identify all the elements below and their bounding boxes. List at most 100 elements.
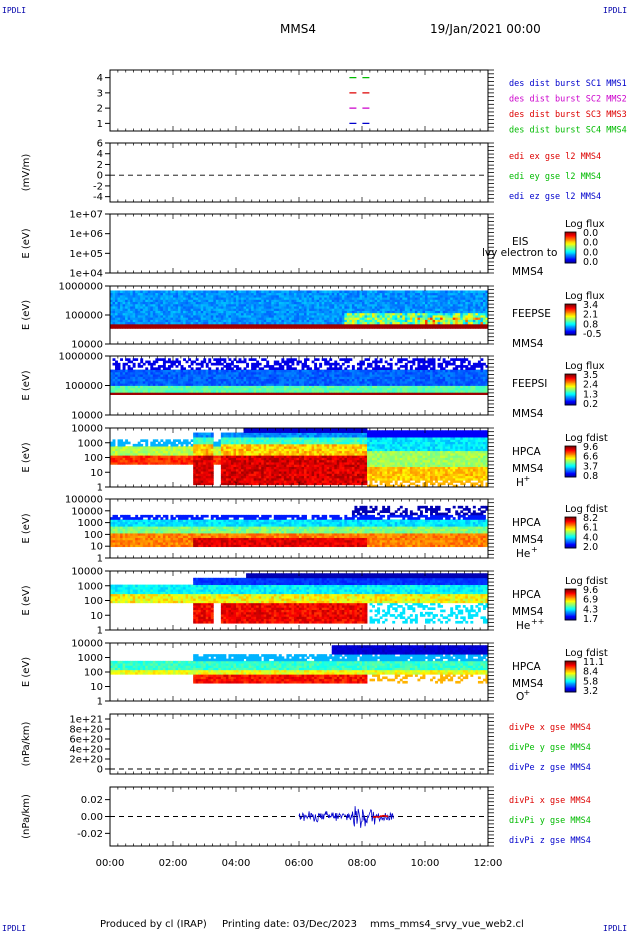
spectrogram-cell <box>193 319 197 323</box>
y-tick-label: 100000 <box>65 311 103 322</box>
spectrogram-cell <box>170 323 174 327</box>
spectrogram-cell <box>218 376 222 380</box>
spectrogram-cell <box>198 369 202 373</box>
spectrogram-cell <box>422 358 426 361</box>
spectrogram-cell <box>430 376 433 380</box>
spectrogram-cell <box>185 371 189 375</box>
spectrogram-cell <box>407 392 411 395</box>
spectrogram-cell <box>218 371 222 375</box>
spectrogram-cell <box>140 383 144 386</box>
spectrogram-cell <box>278 374 282 377</box>
spectrogram-cell <box>379 383 383 386</box>
spectrogram-cell <box>125 392 129 395</box>
spectrogram-cell <box>422 323 426 327</box>
spectrogram-cell <box>402 297 406 300</box>
spectrogram-cell <box>218 297 222 300</box>
spectrogram-cell <box>326 299 330 303</box>
spectrogram-cell <box>190 310 194 314</box>
spectrogram-cell <box>125 358 129 361</box>
spectrogram-cell <box>190 380 194 384</box>
spectrogram-cell <box>326 323 330 327</box>
spectrogram-cell <box>427 362 431 366</box>
spectrogram-cell <box>203 383 207 386</box>
spectrogram-cell <box>238 303 242 307</box>
spectrogram-cell <box>404 383 408 386</box>
spectrogram-cell <box>243 387 247 391</box>
spectrogram-cell <box>440 294 444 298</box>
spectrogram-cell <box>145 371 149 375</box>
spectrogram-cell <box>110 297 113 300</box>
spectrogram-cell <box>377 374 381 377</box>
spectrogram-cell <box>384 360 388 364</box>
spectrogram-cell <box>288 367 292 371</box>
spectrogram-cell <box>336 369 340 373</box>
spectrogram-cell <box>314 294 318 298</box>
spectrogram-cell <box>193 310 197 314</box>
spectrogram-cell <box>430 299 433 303</box>
spectrogram-cell <box>130 374 134 377</box>
spectrogram-cell <box>165 378 169 382</box>
spectrogram-cell <box>414 369 418 373</box>
spectrogram-cell <box>248 323 252 327</box>
spectrogram-cell <box>364 319 368 323</box>
spectrogram-cell <box>193 387 197 391</box>
spectrogram-cell <box>412 290 416 294</box>
spectrogram-cell <box>362 360 365 364</box>
spectrogram-cell <box>268 315 272 318</box>
spectrogram-cell <box>276 392 280 395</box>
spectrogram-cell <box>167 308 171 311</box>
spectrogram-cell <box>435 297 438 300</box>
spectrogram-cell <box>213 297 217 300</box>
spectrogram-cell <box>397 358 401 361</box>
spectrogram-cell <box>425 369 428 373</box>
spectrogram-cell <box>193 385 197 389</box>
spectrogram-cell <box>351 310 355 314</box>
spectrogram-cell <box>339 308 343 311</box>
spectrogram-cell <box>430 378 433 382</box>
spectrogram-cell <box>480 299 484 303</box>
spectrogram-cell <box>304 306 307 309</box>
spectrogram-cell <box>387 299 391 303</box>
spectrogram-cell <box>379 376 383 380</box>
spectrogram-cell <box>440 321 444 325</box>
spectrogram-cell <box>170 371 174 375</box>
spectrogram-cell <box>193 371 197 375</box>
spectrogram-cell <box>193 360 197 364</box>
spectrogram-cell <box>261 310 265 314</box>
spectrogram-cell <box>460 319 464 323</box>
spectrogram-cell <box>450 390 454 393</box>
spectrogram-cell <box>248 306 252 309</box>
spectrogram-cell <box>283 369 287 373</box>
spectrogram-cell <box>389 387 393 391</box>
spectrogram-cell <box>167 301 171 305</box>
spectrogram-cell <box>193 323 197 327</box>
spectrogram-cell <box>185 290 189 294</box>
spectrogram-cell <box>271 385 275 389</box>
spectrogram-cell <box>341 323 345 327</box>
spectrogram-cell <box>225 365 229 368</box>
spectrogram-cell <box>316 358 320 361</box>
spectrogram-cell <box>399 303 403 307</box>
spectrogram-cell <box>392 310 396 314</box>
spectrogram-cell <box>135 297 139 300</box>
spectrogram-cell <box>110 301 113 305</box>
spectrogram-cell <box>230 360 234 364</box>
spectrogram-cell <box>278 321 282 325</box>
spectrogram-cell <box>110 294 113 298</box>
spectrogram-cell <box>271 317 275 320</box>
spectrogram-cell <box>122 383 126 386</box>
spectrogram-cell <box>283 321 287 325</box>
spectrogram-cell <box>246 321 249 325</box>
spectrogram-cell <box>246 310 249 314</box>
spectrogram-cell <box>276 362 280 366</box>
spectrogram-cell <box>299 308 302 311</box>
spectrogram-cell <box>195 378 199 382</box>
spectrogram-cell <box>281 319 285 323</box>
spectrogram-cell <box>457 323 461 327</box>
spectrogram-cell <box>369 387 373 391</box>
spectrogram-cell <box>175 360 179 364</box>
colorbar-segment <box>565 332 576 335</box>
spectrogram-cell <box>404 315 408 318</box>
y-tick-label: 2 <box>97 160 103 171</box>
spectrogram-cell <box>220 299 224 303</box>
